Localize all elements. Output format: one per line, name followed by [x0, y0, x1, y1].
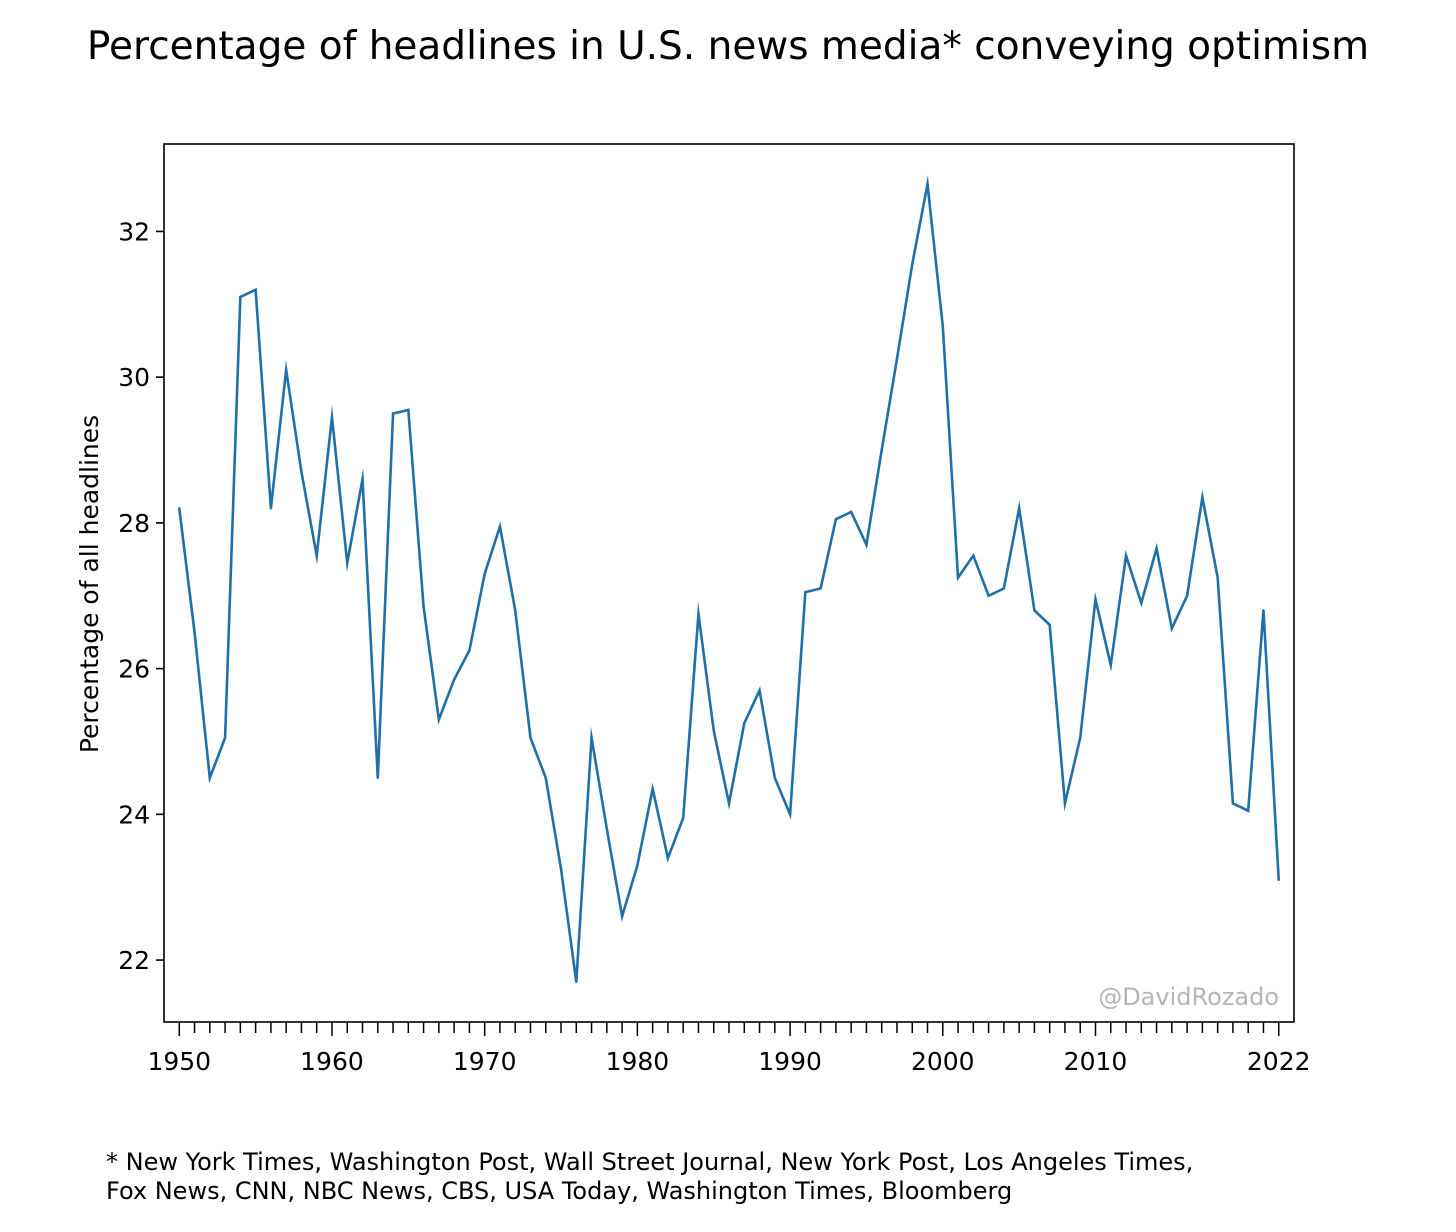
- ticks-layer: 22 24 26 28 30 32 1950 1960 1970 1980 1990 2000 2010…: [118, 217, 1310, 1076]
- data-point: [819, 587, 822, 590]
- data-point: [575, 980, 578, 984]
- data-point: [834, 518, 838, 521]
- data-point: [1170, 627, 1174, 630]
- data-point: [1124, 554, 1128, 557]
- x-tick-label: 1980: [606, 1047, 670, 1076]
- watermark: @DavidRozado: [1098, 983, 1279, 1011]
- data-point: [590, 736, 593, 740]
- data-point: [300, 470, 303, 474]
- data-point: [346, 561, 349, 565]
- data-point: [636, 864, 639, 867]
- data-point: [849, 510, 853, 514]
- data-point: [758, 689, 761, 692]
- data-point: [1231, 802, 1235, 805]
- x-tick-label: 2010: [1064, 1047, 1128, 1076]
- data-point: [452, 678, 456, 681]
- data-point: [284, 368, 288, 372]
- data-point: [941, 324, 944, 328]
- footnote: * New York Times, Washington Post, Wall …: [106, 1148, 1193, 1206]
- footnote-line-2: Fox News, CNN, NBC News, CBS, USA Today,…: [106, 1177, 1013, 1205]
- data-point: [697, 612, 700, 616]
- data-point: [788, 813, 792, 816]
- data-point: [1033, 609, 1036, 612]
- data-point: [895, 357, 899, 361]
- data-point: [712, 729, 715, 732]
- data-point: [330, 416, 334, 419]
- y-tick-label: 28: [118, 509, 150, 538]
- y-tick-label: 30: [118, 363, 150, 392]
- data-point: [361, 477, 364, 481]
- data-point: [1109, 663, 1112, 667]
- data-point: [1201, 496, 1204, 499]
- data-point: [620, 915, 624, 918]
- data-point: [391, 412, 395, 415]
- data-point: [681, 816, 685, 820]
- x-tick-label: 1960: [300, 1047, 364, 1076]
- data-point: [407, 408, 410, 412]
- data-point: [544, 776, 547, 780]
- data-point: [605, 827, 609, 831]
- data-point: [804, 590, 807, 594]
- data-point: [193, 630, 196, 634]
- data-point: [1246, 809, 1250, 812]
- data-point: [1017, 507, 1021, 510]
- x-tick-label: 2000: [911, 1047, 975, 1076]
- data-point: [956, 576, 960, 579]
- data-point: [1094, 598, 1097, 601]
- data-point: [1185, 594, 1189, 597]
- y-tick-label: 22: [118, 946, 150, 975]
- data-point: [1079, 736, 1082, 740]
- data-point: [254, 288, 257, 291]
- y-tick-label: 24: [118, 800, 150, 829]
- data-point: [1002, 587, 1006, 590]
- data-point: [1262, 609, 1265, 612]
- y-tick-label: 26: [118, 655, 150, 684]
- chart-title: Percentage of headlines in U.S. news med…: [86, 24, 1370, 69]
- data-point: [269, 507, 273, 510]
- data-point: [468, 649, 471, 652]
- y-tick-label: 32: [118, 217, 150, 246]
- data-point: [514, 609, 517, 612]
- data-point: [743, 722, 746, 725]
- data-point: [911, 263, 914, 266]
- data-point: [773, 776, 777, 780]
- data-point: [422, 605, 425, 608]
- data-point: [223, 736, 227, 740]
- x-tick-label: 1990: [758, 1047, 822, 1076]
- data-point: [1155, 547, 1158, 550]
- data-point: [1277, 878, 1280, 882]
- x-tick-label: 2022: [1247, 1047, 1311, 1076]
- data-point: [315, 554, 318, 557]
- data-point: [972, 554, 975, 557]
- data-point: [865, 543, 868, 546]
- plot-frame: [163, 143, 1295, 1023]
- data-point: [987, 594, 990, 597]
- series-line: [177, 175, 1281, 983]
- data-point: [1216, 576, 1219, 579]
- data-point: [208, 776, 212, 780]
- data-point: [483, 572, 486, 576]
- data-point: [1140, 601, 1143, 605]
- y-axis-label: Percentage of all headlines: [75, 415, 104, 753]
- data-point: [376, 776, 379, 780]
- data-point: [666, 856, 670, 860]
- data-point: [559, 867, 563, 871]
- data-point: [529, 736, 532, 740]
- data-point: [178, 507, 181, 510]
- data-point: [437, 718, 441, 721]
- footnote-line-1: * New York Times, Washington Post, Wall …: [106, 1148, 1194, 1176]
- data-point: [1063, 802, 1067, 805]
- data-point: [727, 802, 731, 805]
- data-point: [498, 525, 502, 528]
- data-point: [1048, 623, 1051, 627]
- series-layer: [177, 175, 1281, 984]
- data-point: [651, 787, 654, 791]
- x-tick-label: 1950: [147, 1047, 211, 1076]
- x-tick-label: 1970: [453, 1047, 517, 1076]
- data-point: [880, 448, 883, 452]
- data-point: [239, 295, 242, 299]
- data-point: [926, 182, 929, 186]
